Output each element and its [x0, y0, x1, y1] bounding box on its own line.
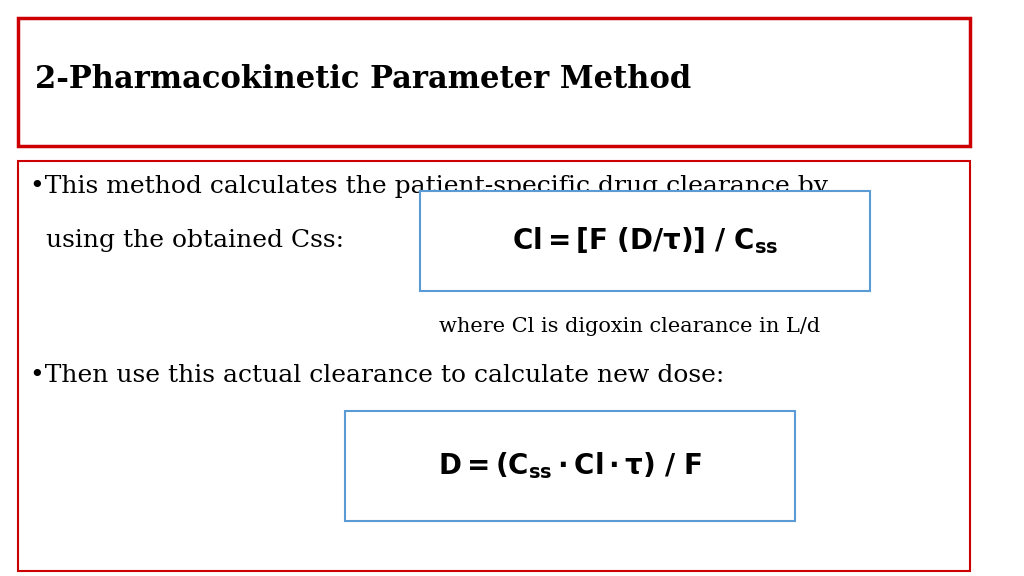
Text: using the obtained Css:: using the obtained Css: — [30, 229, 344, 252]
Bar — [18, 18, 970, 146]
Bar — [345, 411, 795, 521]
Text: •This method calculates the patient-specific drug clearance by: •This method calculates the patient-spec… — [30, 175, 828, 198]
Bar — [420, 191, 870, 291]
Text: 2-Pharmacokinetic Parameter Method: 2-Pharmacokinetic Parameter Method — [35, 65, 691, 96]
Text: •Then use this actual clearance to calculate new dose:: •Then use this actual clearance to calcu… — [30, 365, 724, 388]
Bar — [18, 161, 970, 571]
Text: where Cl is digoxin clearance in L/d: where Cl is digoxin clearance in L/d — [439, 316, 820, 335]
Text: $\mathbf{Cl = [F\ (D/\tau)]\ /\ C_{ss}}$: $\mathbf{Cl = [F\ (D/\tau)]\ /\ C_{ss}}$ — [512, 226, 778, 256]
Text: $\mathbf{D = (C_{ss} \cdot Cl \cdot \tau)\ /\ F}$: $\mathbf{D = (C_{ss} \cdot Cl \cdot \tau… — [438, 450, 702, 482]
